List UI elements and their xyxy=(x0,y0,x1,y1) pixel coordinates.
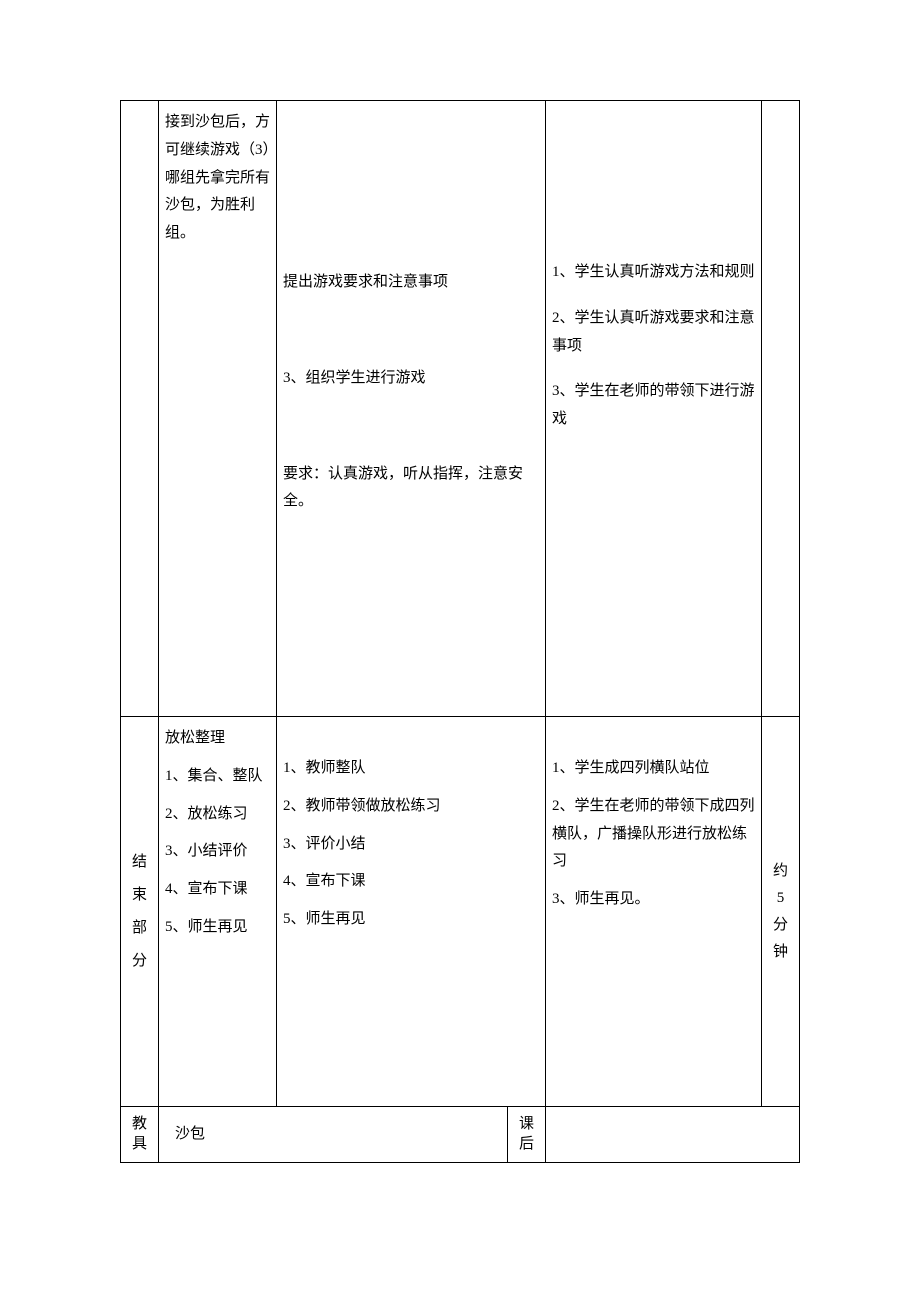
time-char: 分 xyxy=(768,912,793,939)
equipment-label-cell: 教 具 xyxy=(121,1107,159,1163)
student-line: 3、学生在老师的带领下进行游戏 xyxy=(552,378,755,434)
teacher-line: 2、教师带领做放松练习 xyxy=(283,793,539,821)
phase-char: 结 xyxy=(127,846,152,879)
phase-cell xyxy=(121,101,159,717)
teacher-activity-cell: 1、教师整队 2、教师带领做放松练习 3、评价小结 4、宣布下课 5、师生再见 xyxy=(277,717,546,1107)
student-line: 1、学生认真听游戏方法和规则 xyxy=(552,259,755,287)
table-row: 接到沙包后，方可继续游戏（3）哪组先拿完所有沙包，为胜利组。 提出游戏要求和注意… xyxy=(121,101,800,717)
teacher-line: 4、宣布下课 xyxy=(283,868,539,896)
content-cell: 放松整理 1、集合、整队 2、放松练习 3、小结评价 4、宣布下课 5、师生再见 xyxy=(159,717,277,1107)
label-char: 课 xyxy=(514,1115,539,1135)
post-class-label-cell: 课 后 xyxy=(507,1107,545,1163)
content-line: 5、师生再见 xyxy=(165,914,270,942)
label-char: 后 xyxy=(514,1135,539,1155)
page: 接到沙包后，方可继续游戏（3）哪组先拿完所有沙包，为胜利组。 提出游戏要求和注意… xyxy=(0,0,920,1302)
lesson-plan-table: 接到沙包后，方可继续游戏（3）哪组先拿完所有沙包，为胜利组。 提出游戏要求和注意… xyxy=(120,100,800,1163)
student-line: 3、师生再见。 xyxy=(552,886,755,914)
time-cell: 约 5 分 钟 xyxy=(762,717,800,1107)
table-row: 教 具 沙包 课 后 xyxy=(121,1107,800,1163)
student-line: 2、学生认真听游戏要求和注意事项 xyxy=(552,305,755,361)
teacher-line: 要求：认真游戏，听从指挥，注意安全。 xyxy=(283,461,539,517)
teacher-line: 3、组织学生进行游戏 xyxy=(283,365,539,393)
label-char: 教 xyxy=(127,1115,152,1135)
post-class-cell xyxy=(546,1107,800,1163)
phase-char: 束 xyxy=(127,879,152,912)
time-char: 约 xyxy=(768,858,793,885)
equipment-text: 沙包 xyxy=(175,1126,205,1142)
student-line: 2、学生在老师的带领下成四列横队，广播操队形进行放松练习 xyxy=(552,793,755,876)
phase-char: 分 xyxy=(127,945,152,978)
teacher-line: 3、评价小结 xyxy=(283,831,539,859)
content-cell: 接到沙包后，方可继续游戏（3）哪组先拿完所有沙包，为胜利组。 xyxy=(159,101,277,717)
time-char: 钟 xyxy=(768,939,793,966)
teacher-line: 提出游戏要求和注意事项 xyxy=(283,269,539,297)
teacher-line: 1、教师整队 xyxy=(283,755,539,783)
time-cell xyxy=(762,101,800,717)
content-line: 1、集合、整队 xyxy=(165,763,270,791)
phase-char: 部 xyxy=(127,912,152,945)
content-line: 3、小结评价 xyxy=(165,838,270,866)
content-text: 接到沙包后，方可继续游戏（3）哪组先拿完所有沙包，为胜利组。 xyxy=(165,109,270,248)
label-char: 具 xyxy=(127,1135,152,1155)
student-activity-cell: 1、学生成四列横队站位 2、学生在老师的带领下成四列横队，广播操队形进行放松练习… xyxy=(546,717,762,1107)
student-line: 1、学生成四列横队站位 xyxy=(552,755,755,783)
equipment-cell: 沙包 xyxy=(159,1107,508,1163)
time-char: 5 xyxy=(768,885,793,912)
teacher-activity-cell: 提出游戏要求和注意事项 3、组织学生进行游戏 要求：认真游戏，听从指挥，注意安全… xyxy=(277,101,546,717)
content-line: 4、宣布下课 xyxy=(165,876,270,904)
table-row: 结 束 部 分 放松整理 1、集合、整队 2、放松练习 3、小结评价 4、宣布下… xyxy=(121,717,800,1107)
teacher-line: 5、师生再见 xyxy=(283,906,539,934)
content-line: 2、放松练习 xyxy=(165,801,270,829)
student-activity-cell: 1、学生认真听游戏方法和规则 2、学生认真听游戏要求和注意事项 3、学生在老师的… xyxy=(546,101,762,717)
phase-cell: 结 束 部 分 xyxy=(121,717,159,1107)
content-title: 放松整理 xyxy=(165,725,270,753)
